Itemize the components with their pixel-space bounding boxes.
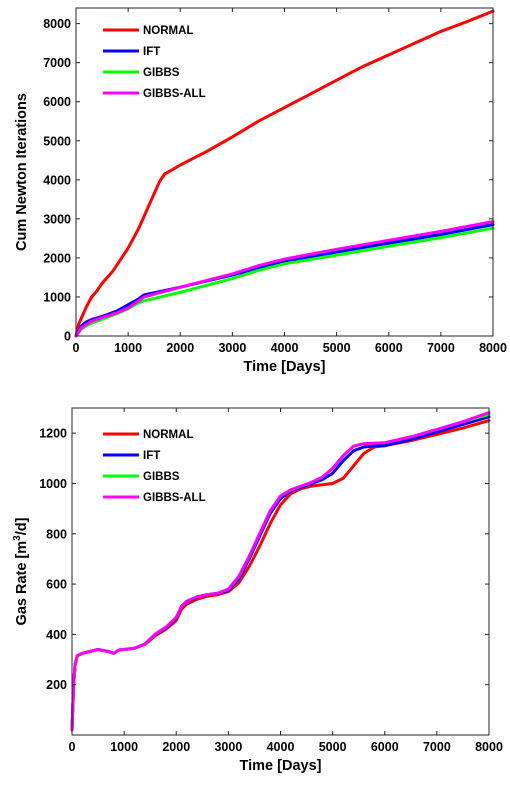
x-tick-label: 1000 bbox=[114, 341, 142, 355]
x-axis-label: Time [Days] bbox=[244, 359, 326, 375]
x-tick-label: 3000 bbox=[214, 740, 242, 754]
plot-frame bbox=[75, 7, 494, 337]
y-tick-label: 7000 bbox=[43, 56, 71, 70]
x-tick-label: 4000 bbox=[267, 740, 295, 754]
x-tick-label: 7000 bbox=[427, 341, 455, 355]
cum-newton-iterations-chart: 0 1000 2000 3000 4000 5000 6000 7000 8000 0 1000 20… bbox=[14, 7, 507, 375]
series-line-gibbs bbox=[74, 226, 495, 338]
y-axis-label-text: Gas Rate [m bbox=[14, 541, 30, 626]
series-line-ift bbox=[70, 415, 491, 732]
y-tick-label: 600 bbox=[46, 578, 67, 592]
y-tick-label: 1000 bbox=[39, 477, 67, 491]
legend-label-normal: NORMAL bbox=[143, 429, 193, 441]
x-tick-label: 2000 bbox=[162, 740, 190, 754]
y-tick-label: 400 bbox=[46, 628, 67, 642]
y-tick-label: 3000 bbox=[43, 212, 71, 226]
y-tick-label: 1200 bbox=[39, 427, 67, 441]
series-line-gibbs bbox=[70, 412, 491, 732]
legend-label-normal: NORMAL bbox=[143, 25, 193, 37]
y-tick-label: 200 bbox=[46, 678, 67, 692]
y-tick-label: 0 bbox=[64, 330, 71, 344]
legend-label-gibbs: GIBBS bbox=[143, 471, 180, 483]
series-line-normal bbox=[74, 9, 495, 338]
series-line-gibbs-all bbox=[70, 411, 491, 732]
legend-label-ift: IFT bbox=[143, 450, 160, 462]
x-tick-label: 8000 bbox=[479, 341, 507, 355]
y-tick-label: 2000 bbox=[43, 251, 71, 265]
y-axis-label: Cum Newton Iterations bbox=[14, 93, 30, 251]
y-tick-label: 1000 bbox=[43, 290, 71, 304]
series-line-normal bbox=[70, 419, 491, 732]
y-tick-label: 5000 bbox=[43, 134, 71, 148]
x-tick-label: 6000 bbox=[371, 740, 399, 754]
x-tick-label: 4000 bbox=[271, 341, 299, 355]
y-axis-label-unit: /d] bbox=[14, 517, 30, 535]
legend-label-gibbs-all: GIBBS-ALL bbox=[143, 492, 206, 504]
x-tick-label: 7000 bbox=[423, 740, 451, 754]
y-tick-label: 6000 bbox=[43, 95, 71, 109]
x-tick-label: 0 bbox=[73, 341, 80, 355]
legend-label-ift: IFT bbox=[143, 46, 160, 58]
x-tick-label: 0 bbox=[69, 740, 76, 754]
plot-frame bbox=[71, 407, 490, 736]
x-tick-label: 3000 bbox=[218, 341, 246, 355]
y-axis-label: Gas Rate [m3/d] bbox=[12, 517, 30, 625]
x-axis-label: Time [Days] bbox=[240, 758, 322, 774]
legend-label-gibbs-all: GIBBS-ALL bbox=[143, 88, 206, 100]
y-tick-label: 800 bbox=[46, 527, 67, 541]
series-line-ift bbox=[74, 223, 495, 338]
x-tick-label: 6000 bbox=[375, 341, 403, 355]
y-axis-label-superscript: 3 bbox=[12, 535, 23, 541]
legend-label-gibbs: GIBBS bbox=[143, 67, 180, 79]
x-tick-label: 5000 bbox=[319, 740, 347, 754]
x-tick-label: 5000 bbox=[323, 341, 351, 355]
x-tick-label: 2000 bbox=[166, 341, 194, 355]
y-tick-label: 4000 bbox=[43, 173, 71, 187]
gas-rate-chart: 0 1000 2000 3000 4000 5000 6000 7000 8000 200 400 6… bbox=[12, 407, 503, 774]
x-tick-label: 1000 bbox=[110, 740, 138, 754]
series-line-gibbs-all bbox=[74, 220, 495, 338]
y-tick-label: 8000 bbox=[43, 17, 71, 31]
x-tick-label: 8000 bbox=[475, 740, 503, 754]
